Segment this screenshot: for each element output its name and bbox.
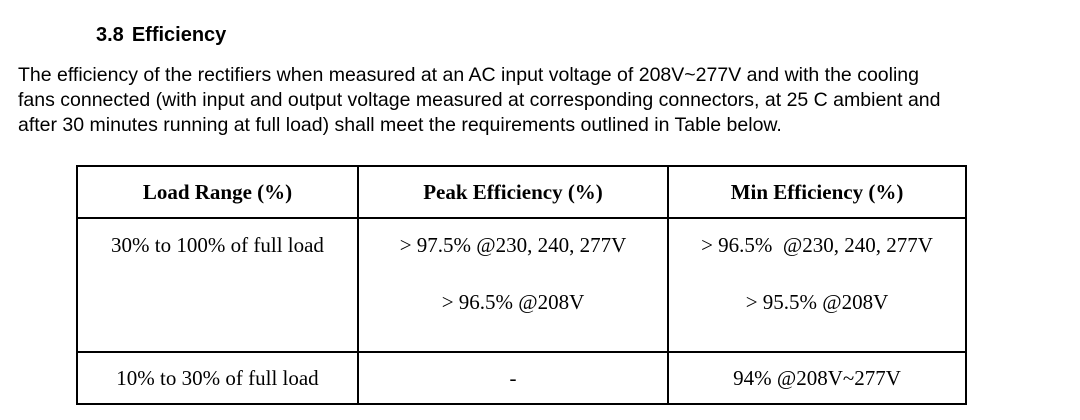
cell-line: > 96.5% @208V <box>441 290 585 314</box>
cell-line: 10% to 30% of full load <box>116 366 319 390</box>
table-row: 30% to 100% of full load > 97.5% @230, 24… <box>76 217 967 353</box>
table-cell: 30% to 100% of full load <box>76 217 359 353</box>
table-cell: 94% @208V~277V <box>667 351 967 405</box>
paragraph-line: after 30 minutes running at full load) s… <box>18 114 782 136</box>
cell-line: > 96.5% @230, 240, 277V <box>701 233 933 257</box>
cell-line: 94% @208V~277V <box>733 366 901 390</box>
cell-line: > 97.5% @230, 240, 277V <box>399 233 627 257</box>
header-cell: Load Range (%) <box>76 165 359 219</box>
cell-line: 30% to 100% of full load <box>111 233 324 257</box>
section-title: Efficiency <box>131 24 227 46</box>
table-cell: 10% to 30% of full load <box>76 351 359 405</box>
section-number: 3.8 <box>96 24 124 46</box>
table-cell: > 97.5% @230, 240, 277V > 96.5% @208V <box>357 217 669 353</box>
header-cell: Min Efficiency (%) <box>667 165 967 219</box>
section-heading: 3.8 Efficiency <box>96 24 226 47</box>
header-row: Load Range (%) Peak Efficiency (%) Min Eff… <box>76 165 967 219</box>
header-cell: Peak Efficiency (%) <box>357 165 669 219</box>
paragraph-line: fans connected (with input and output vo… <box>18 89 941 111</box>
efficiency-table: Load Range (%) Peak Efficiency (%) Min Eff… <box>76 165 967 405</box>
table-cell: - <box>357 351 669 405</box>
cell-line: - <box>509 366 517 390</box>
table-body: 30% to 100% of full load > 97.5% @230, 24… <box>76 217 967 405</box>
paragraph-line: The efficiency of the rectifiers when me… <box>18 64 919 86</box>
cell-line: > 95.5% @208V <box>745 290 889 314</box>
table-row: 10% to 30% of full load - 94% @208V~277V <box>76 351 967 405</box>
table-cell: > 96.5% @230, 240, 277V > 95.5% @208V <box>667 217 967 353</box>
paragraph: The efficiency of the rectifiers when me… <box>18 63 941 138</box>
